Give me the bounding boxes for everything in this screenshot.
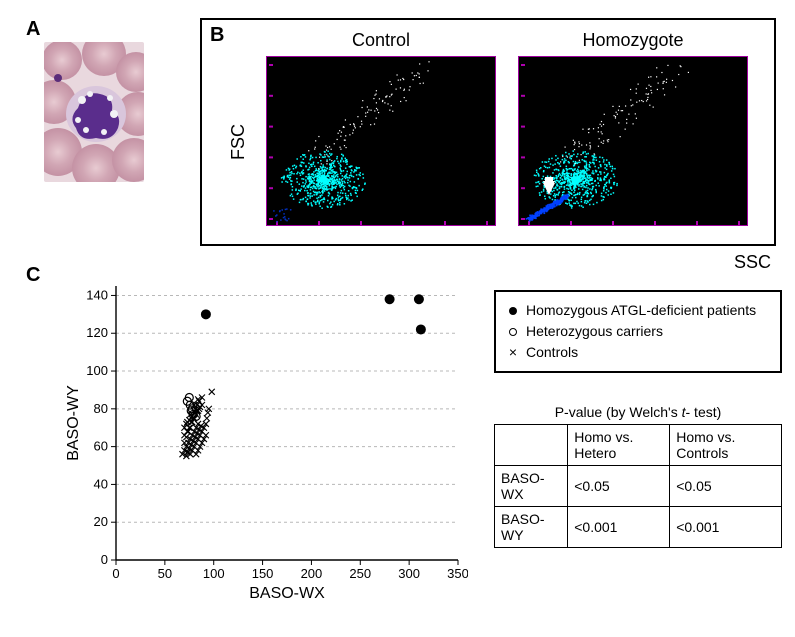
table-cell: BASO-WX (495, 466, 568, 507)
open-circle-icon (509, 328, 517, 336)
svg-text:40: 40 (94, 476, 108, 491)
scatter-control-plot (266, 56, 496, 226)
svg-text:60: 60 (94, 439, 108, 454)
scatter-homozygote: Homozygote (518, 30, 748, 226)
p-value-table: Homo vs. Hetero Homo vs. Controls BASO-W… (494, 424, 782, 548)
svg-text:200: 200 (301, 566, 323, 581)
legend-item: Heterozygous carriers (506, 321, 770, 342)
svg-text:0: 0 (101, 552, 108, 567)
svg-text:300: 300 (398, 566, 420, 581)
panel-a-micrograph (44, 42, 144, 182)
svg-text:0: 0 (112, 566, 119, 581)
panel-c-legend: Homozygous ATGL-deficient patients Heter… (494, 290, 782, 373)
legend-label: Homozygous ATGL-deficient patients (526, 300, 756, 321)
table-header: Homo vs. Hetero (568, 425, 670, 466)
table-row: BASO-WY <0.001 <0.001 (495, 507, 782, 548)
p-value-table-wrap: P-value (by Welch's t- test) Homo vs. He… (494, 404, 782, 548)
legend-item: Homozygous ATGL-deficient patients (506, 300, 770, 321)
table-cell: <0.05 (670, 466, 782, 507)
svg-text:350: 350 (447, 566, 468, 581)
scatter-homozygote-title: Homozygote (518, 30, 748, 52)
legend-item: × Controls (506, 342, 770, 363)
svg-text:20: 20 (94, 514, 108, 529)
p-value-caption: P-value (by Welch's t- test) (494, 404, 782, 420)
panel-c-label: C (26, 264, 40, 287)
scatter-homozygote-plot (518, 56, 748, 226)
svg-text:140: 140 (86, 287, 108, 302)
table-cell: <0.001 (568, 507, 670, 548)
svg-text:50: 50 (158, 566, 172, 581)
table-cell: BASO-WY (495, 507, 568, 548)
svg-text:120: 120 (86, 325, 108, 340)
panel-b-frame: B FSC Control Homozygote (200, 18, 776, 246)
table-cell: <0.001 (670, 507, 782, 548)
legend-label: Controls (526, 342, 578, 363)
scatter-control-title: Control (266, 30, 496, 52)
svg-text:BASO-WY: BASO-WY (65, 385, 82, 461)
panel-b-label: B (210, 24, 224, 47)
table-cell: <0.05 (568, 466, 670, 507)
scatter-control: Control (266, 30, 496, 226)
panel-c-chart: 0 50 100 150 200 250 300 350 0 20 40 60 80 100 120 140 B… (62, 276, 468, 606)
x-icon: × (506, 342, 520, 363)
table-header (495, 425, 568, 466)
svg-text:150: 150 (252, 566, 274, 581)
table-header: Homo vs. Controls (670, 425, 782, 466)
arrow-down-icon (543, 183, 555, 195)
table-row: Homo vs. Hetero Homo vs. Controls (495, 425, 782, 466)
svg-text:BASO-WX: BASO-WX (249, 585, 325, 602)
svg-text:80: 80 (94, 401, 108, 416)
svg-text:100: 100 (86, 363, 108, 378)
caption-text: - test) (686, 404, 722, 420)
table-row: BASO-WX <0.05 <0.05 (495, 466, 782, 507)
panel-a-label: A (26, 18, 40, 41)
svg-text:250: 250 (349, 566, 371, 581)
caption-text: P-value (by Welch's (555, 404, 682, 420)
figure-root: A (18, 12, 777, 615)
filled-circle-icon (509, 307, 517, 315)
fsc-axis-label: FSC (228, 124, 249, 160)
legend-label: Heterozygous carriers (526, 321, 663, 342)
svg-text:100: 100 (203, 566, 225, 581)
